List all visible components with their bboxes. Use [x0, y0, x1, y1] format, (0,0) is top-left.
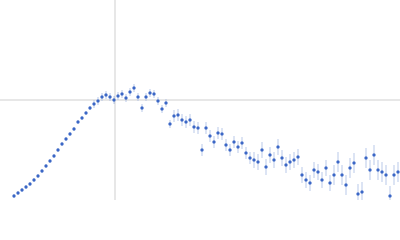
data-point — [240, 141, 244, 145]
data-point — [284, 163, 288, 167]
data-point — [280, 156, 284, 160]
data-point — [300, 173, 304, 177]
data-point — [320, 178, 324, 182]
data-point — [324, 166, 328, 170]
data-point — [156, 99, 160, 103]
data-point — [68, 132, 72, 136]
data-point — [236, 145, 240, 149]
data-point — [188, 118, 192, 122]
data-point — [12, 194, 16, 198]
data-point — [24, 185, 28, 189]
data-point — [100, 95, 104, 99]
data-point — [360, 190, 364, 194]
data-point — [80, 116, 84, 120]
data-point — [160, 107, 164, 111]
chart — [0, 0, 400, 200]
data-point — [64, 137, 68, 141]
data-point — [112, 98, 116, 102]
data-point — [120, 92, 124, 96]
data-point — [392, 173, 396, 177]
data-point — [260, 148, 264, 152]
data-point — [248, 156, 252, 160]
data-point — [264, 165, 268, 169]
data-point — [368, 168, 372, 172]
data-point — [208, 134, 212, 138]
data-point — [216, 131, 220, 135]
data-point — [92, 102, 96, 106]
data-point — [372, 153, 376, 157]
data-point — [244, 151, 248, 155]
data-point — [252, 158, 256, 162]
data-point — [256, 160, 260, 164]
data-point — [132, 86, 136, 90]
data-point — [396, 170, 400, 174]
data-point — [232, 140, 236, 144]
data-point — [328, 181, 332, 185]
data-point — [172, 114, 176, 118]
data-point — [292, 158, 296, 162]
data-point — [32, 178, 36, 182]
data-point — [40, 169, 44, 173]
data-point — [220, 132, 224, 136]
data-point — [104, 93, 108, 97]
data-point — [176, 113, 180, 117]
data-point — [88, 106, 92, 110]
data-point — [60, 142, 64, 146]
data-point — [312, 168, 316, 172]
data-point — [76, 120, 80, 124]
data-point — [340, 173, 344, 177]
data-point — [384, 173, 388, 177]
page: (() => { const data = JSON.parse(documen… — [0, 0, 400, 200]
data-point — [304, 178, 308, 182]
data-point — [376, 168, 380, 172]
data-point — [288, 160, 292, 164]
data-point — [20, 188, 24, 192]
data-point — [228, 148, 232, 152]
data-point — [136, 95, 140, 99]
data-point — [184, 120, 188, 124]
data-point — [84, 111, 88, 115]
data-point — [200, 148, 204, 152]
data-point — [388, 194, 392, 198]
data-point — [48, 159, 52, 163]
data-point — [316, 170, 320, 174]
data-point — [332, 173, 336, 177]
data-point — [336, 160, 340, 164]
data-point — [276, 145, 280, 149]
data-point — [348, 166, 352, 170]
data-point — [56, 148, 60, 152]
data-point — [116, 94, 120, 98]
data-point — [124, 96, 128, 100]
data-point — [28, 182, 32, 186]
data-point — [72, 127, 76, 131]
data-point — [380, 170, 384, 174]
data-point — [180, 118, 184, 122]
data-point — [296, 155, 300, 159]
data-point — [144, 95, 148, 99]
data-point — [196, 126, 200, 130]
data-point — [108, 95, 112, 99]
data-point — [128, 90, 132, 94]
data-point — [164, 101, 168, 105]
data-point — [224, 143, 228, 147]
data-point — [364, 156, 368, 160]
data-point — [212, 140, 216, 144]
data-point — [344, 183, 348, 187]
data-point — [352, 161, 356, 165]
data-point — [356, 192, 360, 196]
data-point — [44, 164, 48, 168]
data-point — [272, 158, 276, 162]
data-point — [36, 174, 40, 178]
data-point — [152, 92, 156, 96]
data-point — [52, 154, 56, 158]
data-point — [204, 126, 208, 130]
data-point — [96, 99, 100, 103]
data-point — [148, 91, 152, 95]
data-point — [140, 106, 144, 110]
data-point — [192, 125, 196, 129]
data-point — [16, 191, 20, 195]
data-point — [268, 153, 272, 157]
data-point — [308, 181, 312, 185]
data-point — [168, 122, 172, 126]
